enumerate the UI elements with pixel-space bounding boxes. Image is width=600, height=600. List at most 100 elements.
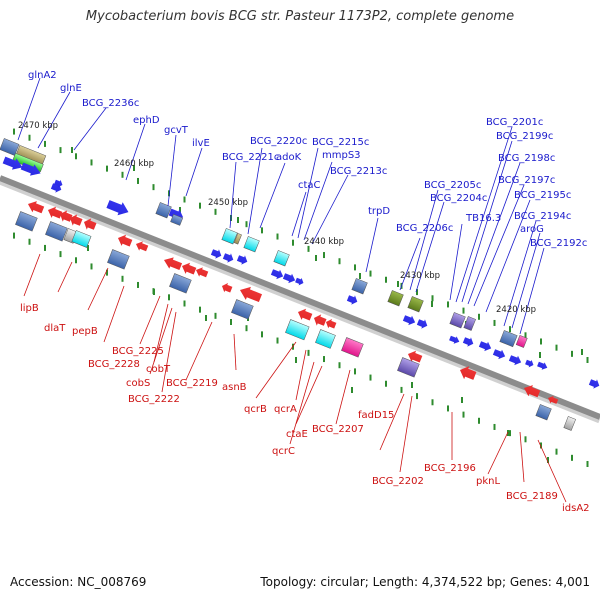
gene-box	[387, 290, 404, 307]
reverse-label-leader	[57, 261, 73, 293]
gene-box	[233, 233, 242, 245]
gene-box	[169, 273, 192, 294]
forward-gene-label: BCG_2213c	[330, 166, 387, 177]
forward-gene-arrow	[106, 200, 129, 216]
gene-box	[535, 404, 552, 421]
reverse-gene-label: BCG_2219	[166, 378, 218, 389]
forward-label-leader	[519, 247, 545, 335]
reverse-gene-label: BCG_2189	[506, 491, 558, 502]
forward-gene-arrow	[20, 162, 41, 176]
reverse-label-leader	[487, 431, 509, 475]
forward-gene-label: BCG_2192c	[530, 238, 587, 249]
scale-label: 2450 kbp	[208, 198, 248, 208]
forward-gene-arrow	[295, 277, 304, 286]
forward-gene-arrow	[537, 361, 548, 370]
reverse-gene-label: fadD15	[358, 410, 394, 421]
reverse-gene-arrow	[222, 283, 233, 293]
gene-box	[170, 213, 184, 226]
forward-label-leader	[303, 161, 333, 241]
reverse-gene-arrow	[460, 366, 477, 380]
forward-gene-label: BCG_2199c	[496, 131, 553, 142]
forward-gene-label: BCG_2221c	[222, 152, 279, 163]
forward-gene-arrow	[588, 379, 600, 389]
reverse-gene-label: BCG_2207	[312, 424, 364, 435]
forward-gene-arrow	[54, 179, 63, 188]
forward-label-leader	[473, 184, 525, 307]
forward-gene-label: BCG_2205c	[424, 180, 481, 191]
reverse-gene-label: asnB	[222, 382, 247, 393]
reverse-label-leader	[537, 439, 567, 503]
forward-gene-label: BCG_2198c	[498, 153, 555, 164]
reverse-gene-label: idsA2	[562, 503, 590, 514]
reverse-label-leader	[149, 307, 173, 375]
reverse-gene-label: qcrC	[272, 446, 295, 457]
gene-box	[15, 211, 38, 232]
reverse-gene-arrow	[196, 267, 209, 278]
reverse-gene-arrow	[240, 286, 262, 303]
map-title: Mycobacterium bovis BCG str. Pasteur 117…	[85, 9, 515, 24]
forward-label-leader	[461, 140, 513, 303]
reverse-gene-label: cobT	[146, 364, 171, 375]
forward-gene-label: trpD	[368, 206, 390, 217]
gene-box	[45, 221, 68, 242]
forward-gene-arrow	[462, 337, 474, 347]
forward-gene-label: gcvT	[164, 125, 189, 136]
label-leader-lines	[17, 77, 567, 503]
scale-label: 2460 kbp	[114, 159, 154, 169]
forward-gene-arrow	[449, 335, 460, 344]
reverse-label-leader	[295, 349, 307, 401]
forward-label-leader	[415, 201, 445, 293]
forward-gene-arrow	[236, 255, 248, 265]
reverse-gene-label: cobS	[126, 378, 150, 389]
gene-box	[449, 312, 466, 329]
forward-gene-label: ctaC	[298, 180, 321, 191]
forward-label-leader	[185, 147, 203, 197]
forward-label-leader	[311, 174, 349, 245]
reverse-gene-arrow	[136, 241, 149, 252]
reverse-gene-arrow	[48, 206, 63, 219]
forward-label-leader	[365, 217, 379, 273]
forward-label-leader	[17, 77, 41, 141]
forward-gene-label: BCG_2195c	[514, 190, 571, 201]
gene-box	[563, 416, 576, 431]
forward-gene-label: BCG_2204c	[430, 193, 487, 204]
forward-label-leader	[291, 191, 307, 237]
forward-gene-label: glnA2	[28, 70, 57, 81]
reverse-gene-arrow	[118, 234, 133, 247]
forward-gene-arrow	[525, 359, 534, 368]
reverse-gene-label: pepB	[72, 326, 98, 337]
gene-box	[463, 316, 476, 331]
forward-gene-label: TB16.3	[465, 213, 501, 224]
gene-box	[231, 299, 254, 320]
forward-label-leader	[485, 199, 531, 313]
reverse-label-leader	[185, 321, 213, 381]
reverse-gene-arrow	[60, 210, 73, 222]
forward-label-leader	[503, 220, 537, 327]
forward-gene-arrow	[346, 295, 358, 305]
reverse-label-leader	[103, 285, 125, 343]
forward-gene-label: ilvE	[192, 138, 210, 149]
reverse-gene-arrow	[28, 201, 45, 214]
accession-text: Accession: NC_008769	[10, 575, 147, 589]
forward-gene-arrow	[222, 253, 234, 263]
gene-box	[221, 228, 238, 245]
forward-gene-arrow	[282, 273, 296, 284]
forward-gene-label: glnE	[60, 83, 82, 94]
forward-label-leader	[399, 237, 421, 291]
forward-label-leader	[297, 147, 319, 239]
gene-box	[407, 296, 424, 313]
reverse-label-leader	[379, 393, 405, 451]
reverse-gene-arrow	[182, 262, 197, 275]
forward-label-leader	[125, 123, 146, 181]
forward-gene-label: aroG	[520, 224, 544, 235]
gene-box	[0, 138, 20, 156]
forward-label-leader	[511, 232, 541, 329]
reverse-label-leader	[295, 365, 323, 425]
forward-gene-arrow	[270, 269, 284, 280]
scale-label: 2420 kbp	[496, 305, 536, 315]
reverse-gene-label: ctaE	[286, 429, 308, 440]
forward-gene-label: BCG_2220c	[250, 136, 307, 147]
forward-gene-label: adoK	[276, 152, 302, 163]
reverse-gene-label: BCG_2225	[112, 346, 164, 357]
